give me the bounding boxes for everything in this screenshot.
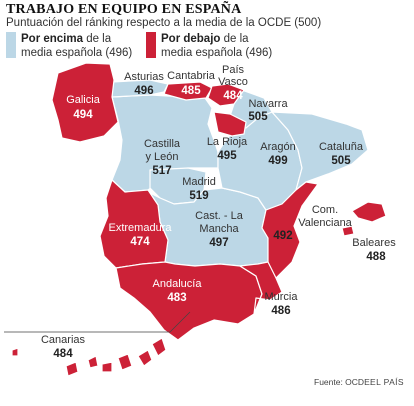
castilla-leon-value: 517 xyxy=(152,165,171,177)
extremadura-label: Extremadura xyxy=(109,222,173,234)
canarias-label: Canarias xyxy=(41,334,86,346)
pais-vasco-label-1: País xyxy=(222,64,245,76)
cantabria-value: 485 xyxy=(181,85,201,97)
legend-above-rest: de la xyxy=(83,33,112,45)
madrid-value: 519 xyxy=(189,190,208,202)
chart-subtitle: Puntuación del ránking respecto a la med… xyxy=(6,17,322,29)
castilla-leon-label-2: y León xyxy=(145,151,178,163)
legend-above-strong: Por encima xyxy=(21,33,83,45)
la-rioja-label: La Rioja xyxy=(207,136,248,148)
legend-below: Por debajo de la media española (496) xyxy=(146,32,272,60)
cataluna-label: Cataluña xyxy=(319,141,364,153)
galicia-label: Galicia xyxy=(66,94,101,106)
galicia-value: 494 xyxy=(73,109,93,121)
region-la-rioja[interactable] xyxy=(213,111,247,137)
region-cantabria[interactable] xyxy=(163,81,213,101)
brand-logo: EL PAÍS xyxy=(370,377,404,387)
pais-vasco-label-2: Vasco xyxy=(218,76,248,88)
legend-below-rest: de la xyxy=(220,33,249,45)
andalucia-value: 483 xyxy=(167,292,186,304)
region-galicia[interactable] xyxy=(51,62,119,143)
chart-title: TRABAJO EN EQUIPO EN ESPAÑA xyxy=(6,2,242,17)
region-labels: Galicia 494 Asturias 496 Cantabria 485 P… xyxy=(41,64,396,360)
canarias-value: 484 xyxy=(53,348,73,360)
legend-below-swatch xyxy=(146,32,156,58)
castilla-la-mancha-label-1: Cast. - La xyxy=(195,210,244,222)
madrid-label: Madrid xyxy=(182,176,216,188)
navarra-value: 505 xyxy=(248,111,268,123)
castilla-leon-label-1: Castilla xyxy=(144,138,181,150)
region-canarias[interactable] xyxy=(11,337,167,377)
cantabria-label: Cantabria xyxy=(167,70,216,82)
legend-below-line2: media española (496) xyxy=(161,47,273,59)
aragon-value: 499 xyxy=(268,155,287,167)
baleares-label: Baleares xyxy=(352,237,396,249)
extremadura-value: 474 xyxy=(130,236,150,248)
la-rioja-value: 495 xyxy=(217,150,237,162)
valenciana-label-2: Valenciana xyxy=(298,217,352,229)
asturias-value: 496 xyxy=(134,85,153,97)
cataluna-value: 505 xyxy=(331,155,351,167)
region-cataluna[interactable] xyxy=(271,111,369,191)
valenciana-value: 492 xyxy=(273,230,292,242)
valenciana-label-1: Com. xyxy=(312,204,338,216)
murcia-value: 486 xyxy=(271,305,290,317)
castilla-la-mancha-label-2: Mancha xyxy=(199,223,239,235)
canarias-inset-frame xyxy=(4,311,191,333)
source-note: Fuente: OCDE. xyxy=(314,377,373,387)
aragon-label: Aragón xyxy=(260,141,295,153)
region-pais-vasco[interactable] xyxy=(207,83,245,107)
legend-above: Por encima de la media española (496) xyxy=(6,32,132,60)
andalucia-label: Andalucía xyxy=(153,278,203,290)
castilla-la-mancha-value: 497 xyxy=(209,237,228,249)
asturias-label: Asturias xyxy=(124,71,164,83)
legend-above-swatch xyxy=(6,32,16,58)
region-andalucia[interactable] xyxy=(115,261,263,341)
region-baleares[interactable] xyxy=(341,201,387,237)
pais-vasco-value: 484 xyxy=(223,90,243,102)
region-murcia[interactable] xyxy=(239,261,283,315)
legend-above-line2: media española (496) xyxy=(21,47,133,59)
navarra-label: Navarra xyxy=(248,98,288,110)
legend-below-strong: Por debajo xyxy=(161,33,221,45)
baleares-value: 488 xyxy=(366,251,386,263)
murcia-label: Murcia xyxy=(264,291,298,303)
